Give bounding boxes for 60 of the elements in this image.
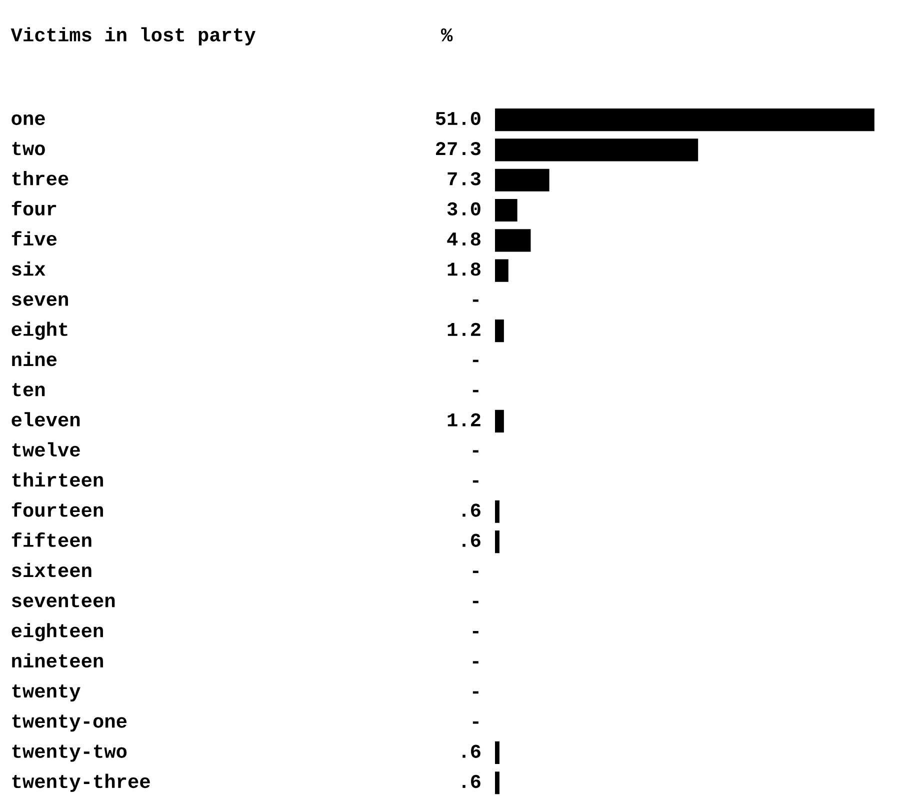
- y-tick-label: fifteen: [12, 532, 92, 547]
- data-label: 4.8: [447, 232, 480, 246]
- y-tick-label: three: [12, 171, 68, 186]
- bar: [495, 772, 500, 794]
- data-label: .6: [462, 744, 480, 758]
- y-tick-label: five: [12, 231, 57, 246]
- y-tick-label: twenty-three: [12, 774, 150, 792]
- bar: [495, 530, 500, 554]
- y-tick-label: twenty-two: [12, 744, 127, 762]
- data-label: 1.8: [448, 262, 480, 276]
- bar: [495, 138, 698, 162]
- y-tick-label: one: [12, 114, 45, 126]
- y-tick-label: twenty: [12, 684, 80, 702]
- y-tick-label: fourteen: [12, 502, 103, 517]
- data-label: 7.3: [448, 172, 481, 186]
- y-tick-label: eight: [12, 322, 68, 340]
- y-tick-label: six: [12, 261, 46, 276]
- y-tick-label: sixteen: [12, 562, 92, 578]
- text: -: [472, 300, 478, 302]
- text: -: [472, 360, 478, 362]
- text: -: [472, 600, 478, 604]
- x-axis-title: %: [441, 28, 453, 42]
- text: -: [472, 570, 478, 574]
- bar: [495, 500, 500, 523]
- y-tick-label: seven: [12, 295, 68, 306]
- data-label: 1.2: [448, 413, 480, 426]
- data-label: .6: [462, 504, 480, 517]
- data-label: 1.2: [448, 322, 480, 336]
- bar: [495, 259, 508, 282]
- text: -: [472, 631, 478, 634]
- data-label: .6: [462, 774, 480, 788]
- y-tick-label: eleven: [12, 412, 80, 426]
- y-tick-label: nine: [12, 352, 57, 366]
- data-label: 27.3: [436, 142, 481, 156]
- text: -: [472, 661, 478, 664]
- data-label: .6: [462, 534, 480, 547]
- y-tick-label: twelve: [12, 442, 80, 457]
- y-tick-label: two: [12, 142, 45, 156]
- bar: [495, 108, 874, 132]
- bar: [495, 320, 504, 342]
- y-tick-label: nineteen: [12, 653, 103, 668]
- text: -: [472, 450, 478, 453]
- bar: [495, 168, 550, 192]
- bar: [495, 741, 500, 764]
- text: -: [472, 691, 478, 694]
- y-axis-title: Victims in lost party: [10, 27, 256, 46]
- y-tick-label: twenty-one: [12, 714, 127, 732]
- y-tick-label: four: [12, 200, 56, 216]
- data-label: 3.0: [447, 202, 480, 216]
- text: -: [472, 480, 478, 483]
- bar: [495, 410, 504, 433]
- bar: [495, 229, 531, 252]
- bar: [495, 198, 518, 222]
- text: -: [472, 390, 478, 392]
- y-tick-label: ten: [12, 383, 45, 396]
- y-tick-label: thirteen: [12, 472, 103, 487]
- y-tick-label: eighteen: [12, 623, 103, 642]
- text: -: [472, 721, 478, 724]
- data-label: 51.0: [436, 112, 480, 126]
- y-tick-label: seventeen: [12, 594, 115, 608]
